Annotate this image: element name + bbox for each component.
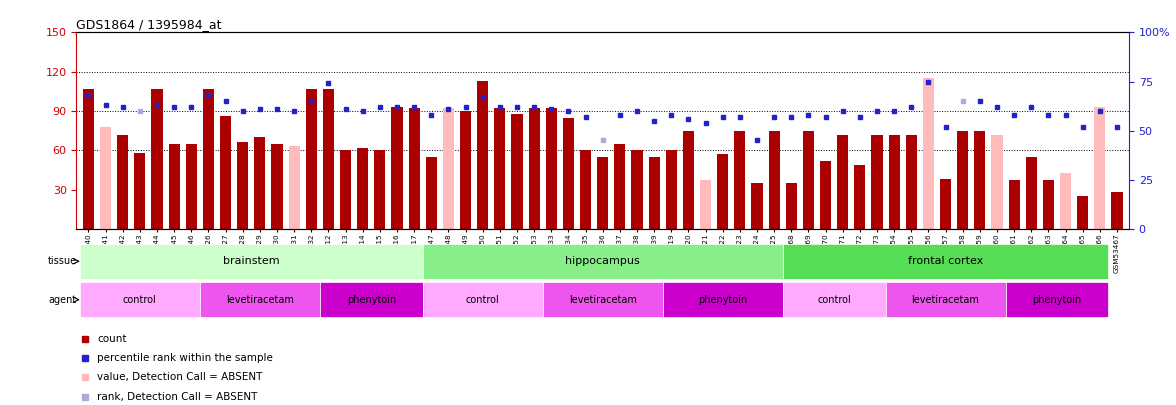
- Bar: [889, 134, 900, 229]
- Bar: [683, 130, 694, 229]
- Bar: [1060, 173, 1071, 229]
- Bar: [238, 143, 248, 229]
- Bar: [1005, 282, 1109, 317]
- Text: GDS1864 / 1395984_at: GDS1864 / 1395984_at: [76, 18, 222, 31]
- Bar: [663, 282, 783, 317]
- Bar: [906, 134, 917, 229]
- Text: tissue: tissue: [48, 256, 76, 266]
- Text: levetiracetam: levetiracetam: [911, 295, 980, 305]
- Bar: [80, 282, 200, 317]
- Bar: [991, 134, 1002, 229]
- Bar: [597, 157, 608, 229]
- Text: levetiracetam: levetiracetam: [569, 295, 636, 305]
- Bar: [1043, 180, 1054, 229]
- Text: phenytoin: phenytoin: [699, 295, 747, 305]
- Bar: [340, 150, 352, 229]
- Text: control: control: [817, 295, 851, 305]
- Bar: [820, 161, 831, 229]
- Bar: [632, 150, 642, 229]
- Bar: [272, 144, 282, 229]
- Bar: [542, 282, 663, 317]
- Bar: [460, 111, 472, 229]
- Text: phenytoin: phenytoin: [347, 295, 396, 305]
- Bar: [1077, 196, 1088, 229]
- Text: brainstem: brainstem: [223, 256, 280, 266]
- Bar: [220, 116, 232, 229]
- Bar: [306, 89, 316, 229]
- Bar: [837, 134, 848, 229]
- Bar: [1111, 192, 1123, 229]
- Bar: [186, 144, 196, 229]
- Bar: [923, 78, 934, 229]
- Bar: [477, 81, 488, 229]
- Bar: [80, 244, 422, 279]
- Bar: [422, 282, 542, 317]
- Text: agent: agent: [48, 295, 76, 305]
- Bar: [734, 130, 746, 229]
- Bar: [528, 109, 540, 229]
- Bar: [288, 146, 300, 229]
- Text: frontal cortex: frontal cortex: [908, 256, 983, 266]
- Bar: [769, 130, 780, 229]
- Bar: [203, 89, 214, 229]
- Bar: [1025, 157, 1037, 229]
- Bar: [358, 148, 368, 229]
- Bar: [118, 134, 128, 229]
- Bar: [1009, 180, 1020, 229]
- Bar: [751, 183, 762, 229]
- Bar: [783, 244, 1109, 279]
- Bar: [614, 144, 626, 229]
- Bar: [580, 150, 592, 229]
- Bar: [320, 282, 422, 317]
- Bar: [426, 157, 436, 229]
- Bar: [1094, 107, 1105, 229]
- Text: levetiracetam: levetiracetam: [226, 295, 294, 305]
- Text: control: control: [123, 295, 156, 305]
- Text: control: control: [466, 295, 500, 305]
- Text: count: count: [98, 334, 127, 343]
- Text: value, Detection Call = ABSENT: value, Detection Call = ABSENT: [98, 373, 263, 382]
- Text: rank, Detection Call = ABSENT: rank, Detection Call = ABSENT: [98, 392, 258, 402]
- Bar: [717, 154, 728, 229]
- Bar: [100, 127, 112, 229]
- Bar: [786, 183, 797, 229]
- Bar: [168, 144, 180, 229]
- Text: hippocampus: hippocampus: [566, 256, 640, 266]
- Bar: [422, 244, 783, 279]
- Bar: [974, 130, 985, 229]
- Bar: [957, 130, 968, 229]
- Bar: [494, 109, 506, 229]
- Bar: [854, 165, 866, 229]
- Bar: [408, 109, 420, 229]
- Bar: [783, 282, 886, 317]
- Bar: [374, 150, 386, 229]
- Bar: [512, 113, 522, 229]
- Bar: [134, 153, 146, 229]
- Bar: [886, 282, 1005, 317]
- Bar: [666, 150, 677, 229]
- Bar: [648, 157, 660, 229]
- Bar: [443, 109, 454, 229]
- Bar: [563, 117, 574, 229]
- Text: phenytoin: phenytoin: [1033, 295, 1082, 305]
- Bar: [392, 107, 402, 229]
- Bar: [940, 179, 951, 229]
- Bar: [200, 282, 320, 317]
- Bar: [546, 109, 557, 229]
- Bar: [803, 130, 814, 229]
- Bar: [152, 89, 162, 229]
- Bar: [82, 89, 94, 229]
- Bar: [871, 134, 882, 229]
- Bar: [700, 180, 711, 229]
- Text: percentile rank within the sample: percentile rank within the sample: [98, 353, 273, 363]
- Bar: [254, 137, 266, 229]
- Bar: [323, 89, 334, 229]
